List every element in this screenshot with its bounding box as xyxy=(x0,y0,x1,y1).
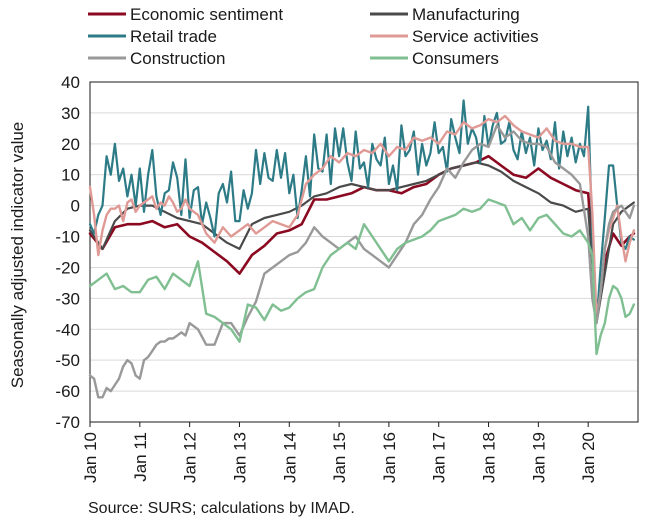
y-tick-label: 0 xyxy=(71,197,80,216)
x-tick-label: Jan 17 xyxy=(430,432,449,483)
x-axis-ticks: Jan 10 Jan 11 Jan 12 Jan 13 Jan 14 Jan 15 Jan … xyxy=(81,422,598,483)
x-tick-label: Jan 20 xyxy=(579,432,598,483)
series-line-service-activities xyxy=(88,114,636,319)
y-tick-label: -20 xyxy=(55,258,80,277)
y-tick-label: -50 xyxy=(55,351,80,370)
y-tick-label: -70 xyxy=(55,413,80,432)
y-axis-title: Seasonally adjusted indicator value xyxy=(8,122,27,389)
plot-area-frame xyxy=(89,81,639,423)
x-tick-label: Jan 15 xyxy=(330,432,349,483)
series-lines xyxy=(88,99,636,399)
x-tick-label: Jan 12 xyxy=(181,432,200,483)
legend-label: Manufacturing xyxy=(412,5,520,24)
y-tick-label: 20 xyxy=(61,135,80,154)
series-line-consumers xyxy=(88,198,636,356)
series-line-retail-trade xyxy=(88,99,636,325)
gridlines xyxy=(90,112,638,392)
legend-label: Construction xyxy=(130,49,225,68)
y-tick-label: 30 xyxy=(61,104,80,123)
y-tick-label: -10 xyxy=(55,228,80,247)
y-axis-ticks: 40 30 20 10 0 -10 -20 -30 -40 -50 -60 -70 xyxy=(55,73,80,432)
x-tick-label: Jan 16 xyxy=(380,432,399,483)
y-tick-label: -30 xyxy=(55,289,80,308)
x-tick-label: Jan 18 xyxy=(480,432,499,483)
legend-label: Consumers xyxy=(412,49,499,68)
y-tick-label: 10 xyxy=(61,166,80,185)
x-tick-label: Jan 19 xyxy=(529,432,548,483)
y-tick-label: -40 xyxy=(55,320,80,339)
legend-label: Retail trade xyxy=(130,27,217,46)
y-tick-label: 40 xyxy=(61,73,80,92)
legend-label: Economic sentiment xyxy=(130,5,283,24)
legend-label: Service activities xyxy=(412,27,539,46)
source-note: Source: SURS; calculations by IMAD. xyxy=(88,500,355,517)
x-tick-label: Jan 14 xyxy=(280,432,299,483)
x-tick-label: Jan 10 xyxy=(81,432,100,483)
x-tick-label: Jan 11 xyxy=(131,432,150,482)
legend: Economic sentiment Manufacturing Retail tr… xyxy=(88,5,539,68)
y-tick-label: -60 xyxy=(55,382,80,401)
series-line-manufacturing xyxy=(88,161,636,325)
series-line-construction xyxy=(88,124,636,399)
x-tick-label: Jan 13 xyxy=(230,432,249,483)
